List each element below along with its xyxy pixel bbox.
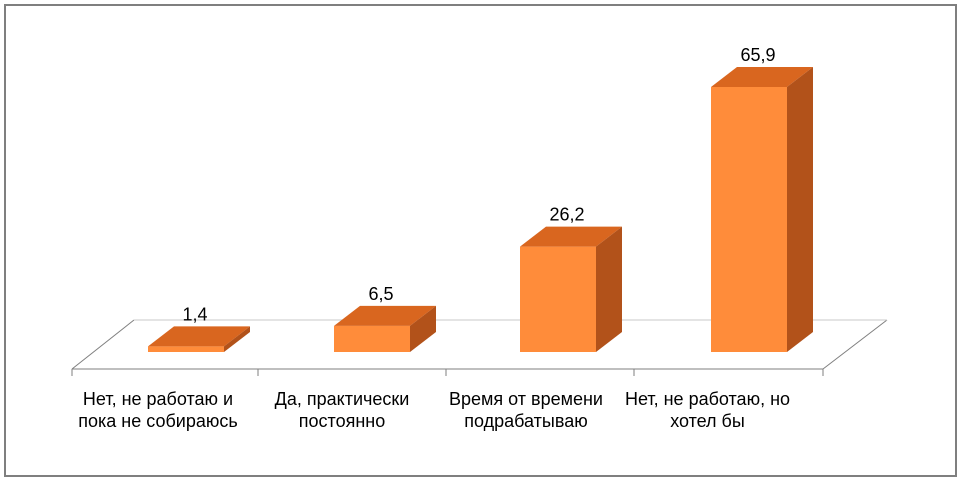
bar-top-face (711, 67, 813, 87)
bar-series (148, 67, 813, 352)
data-labels: 1,4 6,5 26,2 65,9 (182, 45, 775, 324)
bar-top-face (334, 305, 436, 326)
bar-front-face (148, 346, 224, 352)
category-label-3: Время от времени подрабатываю (449, 389, 603, 431)
bar-side-face (224, 326, 250, 352)
data-label-2: 6,5 (368, 284, 393, 304)
bar-side-face (596, 226, 622, 352)
bar-side-face (787, 67, 813, 352)
data-label-3: 26,2 (549, 205, 584, 225)
bar-1 (148, 326, 250, 352)
bar-3 (520, 226, 622, 352)
bar-front-face (334, 325, 410, 352)
bar-4 (711, 67, 813, 352)
bar-2 (334, 305, 436, 352)
data-label-4: 65,9 (740, 45, 775, 65)
bar-top-face (520, 226, 622, 247)
floor-left-edge (71, 319, 135, 370)
data-label-1: 1,4 (182, 304, 207, 324)
bar-front-face (711, 87, 787, 352)
category-label-4: Нет, не работаю, но хотел бы (624, 389, 791, 431)
category-label-2: Да, практически постоянно (274, 389, 410, 431)
category-label-1: Нет, не работаю и пока не собираюсь (78, 389, 238, 431)
floor-right-edge (822, 319, 888, 370)
bar-top-face (148, 326, 250, 347)
bar-front-face (520, 246, 596, 352)
bar-side-face (410, 305, 436, 352)
